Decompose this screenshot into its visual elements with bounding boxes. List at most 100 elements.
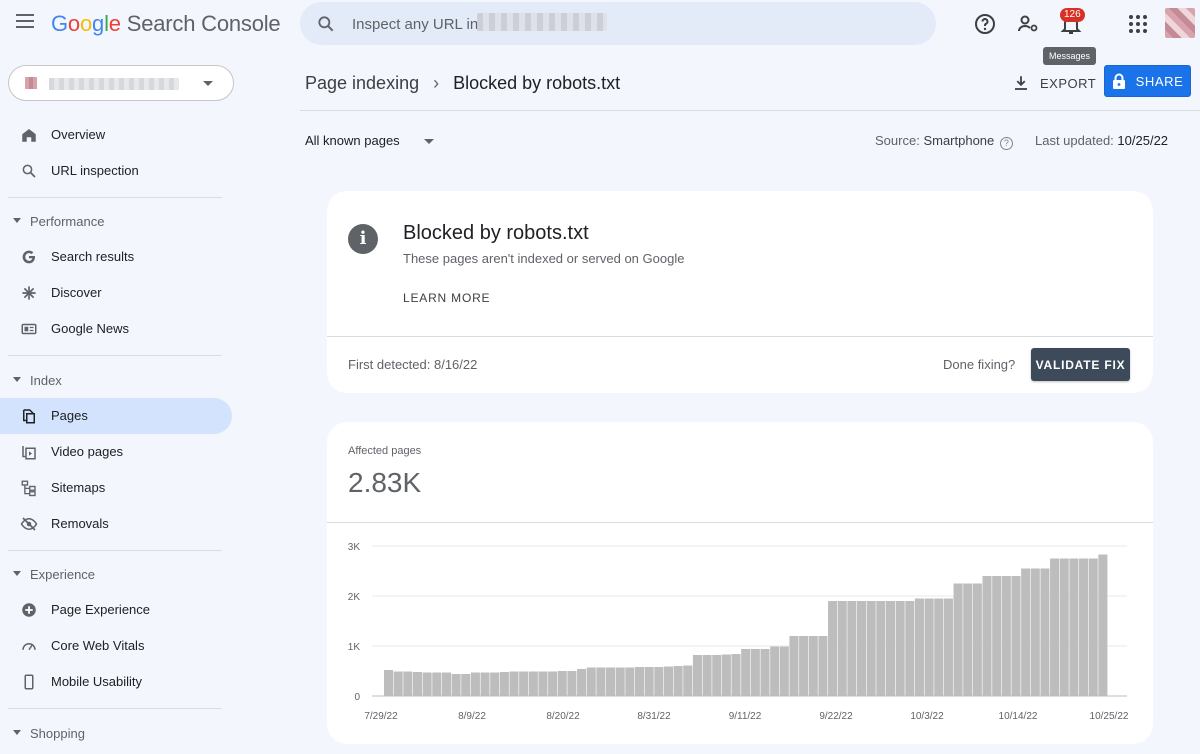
collapse-triangle-icon [13, 218, 21, 223]
bar [972, 583, 982, 696]
x-tick-label: 10/14/22 [999, 711, 1038, 722]
x-tick-label: 10/25/22 [1090, 711, 1129, 722]
sidebar-item-mobile-usability[interactable]: Mobile Usability [0, 664, 232, 700]
sidebar-item-google-news[interactable]: Google News [0, 311, 232, 347]
sidebar-divider [8, 197, 222, 198]
breadcrumb-parent-link[interactable]: Page indexing [305, 73, 420, 93]
bar [606, 667, 616, 696]
help-icon[interactable] [973, 12, 997, 36]
section-title: Performance [30, 214, 105, 229]
bar [615, 667, 625, 696]
share-button[interactable]: SHARE [1104, 65, 1191, 97]
eye-off-icon [20, 517, 38, 531]
info-icon: i [348, 224, 378, 254]
section-experience[interactable]: Experience [0, 558, 232, 590]
search-icon [22, 164, 36, 178]
sidebar-item-core-web-vitals[interactable]: Core Web Vitals [0, 628, 232, 664]
bar [528, 671, 538, 696]
sidebar-item-page-experience[interactable]: Page Experience [0, 592, 232, 628]
sidebar-item-video-pages[interactable]: Video pages [0, 434, 232, 470]
bar [548, 671, 558, 696]
bar [1098, 554, 1108, 696]
google-news-icon [21, 323, 37, 335]
sidebar-item-removals[interactable]: Removals [0, 506, 232, 542]
app-name: Search Console [126, 11, 281, 36]
logo-letter: l [104, 11, 109, 36]
bar [866, 601, 876, 696]
section-title: Index [30, 373, 62, 388]
sidebar-item-search-results[interactable]: Search results [0, 239, 232, 275]
redacted-property-name [477, 13, 607, 31]
logo-letter: G [51, 11, 68, 36]
bar [644, 667, 654, 696]
bar [557, 671, 567, 696]
chevron-down-icon [424, 139, 434, 144]
bar [982, 576, 992, 696]
issue-card: i Blocked by robots.txt These pages aren… [327, 191, 1153, 393]
sidebar-item-label: Video pages [51, 444, 124, 459]
bar [461, 674, 471, 696]
bar [480, 672, 490, 696]
sidebar-item-label: Page Experience [51, 602, 151, 617]
main-menu-icon[interactable] [16, 14, 36, 34]
manage-users-icon[interactable] [1016, 12, 1040, 36]
sidebar-item-label: Google News [51, 321, 130, 336]
bar [750, 649, 760, 696]
export-button[interactable]: EXPORT [1012, 71, 1096, 95]
done-fixing-label: Done fixing? [943, 357, 1016, 372]
bar [634, 667, 645, 696]
sidebar-divider [8, 708, 222, 709]
bar [663, 666, 673, 696]
section-index[interactable]: Index [0, 364, 232, 396]
breadcrumb: Page indexing › Blocked by robots.txt [305, 73, 620, 94]
validate-fix-button[interactable]: VALIDATE FIX [1031, 348, 1130, 381]
scope-value: All known pages [305, 133, 400, 148]
bar [1079, 558, 1089, 696]
logo-letter: e [108, 11, 121, 36]
page-scope-dropdown[interactable]: All known pages [305, 133, 434, 148]
card-divider [327, 336, 1153, 337]
sidebar-item-label: Mobile Usability [51, 674, 143, 689]
sidebar-item-label: URL inspection [51, 163, 139, 178]
app-logo[interactable]: Google Search Console [51, 11, 281, 37]
section-title: Experience [30, 567, 96, 582]
bar [596, 667, 606, 696]
help-icon[interactable]: ? [999, 137, 1013, 150]
bar [721, 654, 731, 696]
url-inspection-search[interactable] [300, 2, 936, 45]
first-detected: First detected: 8/16/22 [348, 357, 478, 372]
bar [837, 601, 847, 696]
bar [422, 672, 432, 696]
section-performance[interactable]: Performance [0, 205, 232, 237]
search-input[interactable] [352, 10, 912, 38]
apps-grid-icon[interactable] [1126, 12, 1150, 36]
updated-label: Last updated: [1035, 133, 1114, 148]
sidebar-item-url-inspection[interactable]: URL inspection [0, 153, 232, 189]
bar [712, 655, 722, 696]
search-icon [318, 16, 334, 32]
share-label: SHARE [1135, 73, 1184, 89]
x-tick-label: 7/29/22 [364, 711, 398, 722]
bar [924, 598, 934, 696]
bar [432, 672, 442, 696]
bar [412, 672, 423, 696]
video-pages-icon [22, 446, 36, 460]
bar [799, 636, 809, 696]
sidebar-item-discover[interactable]: Discover [0, 275, 232, 311]
bar [673, 666, 683, 696]
learn-more-link[interactable]: LEARN MORE [403, 291, 491, 305]
sidebar-item-sitemaps[interactable]: Sitemaps [0, 470, 232, 506]
y-tick-label: 1K [348, 642, 361, 653]
bar [654, 667, 664, 696]
download-icon [1015, 76, 1027, 90]
sidebar-item-overview[interactable]: Overview [0, 117, 232, 153]
bar [770, 646, 780, 696]
section-shopping[interactable]: Shopping [0, 717, 232, 749]
sidebar-item-pages[interactable]: Pages [0, 398, 232, 434]
chevron-down-icon [203, 81, 213, 86]
bar [905, 601, 915, 696]
avatar[interactable] [1165, 8, 1195, 38]
bar [828, 601, 838, 696]
property-selector[interactable] [8, 65, 234, 101]
x-tick-label: 8/20/22 [546, 711, 580, 722]
